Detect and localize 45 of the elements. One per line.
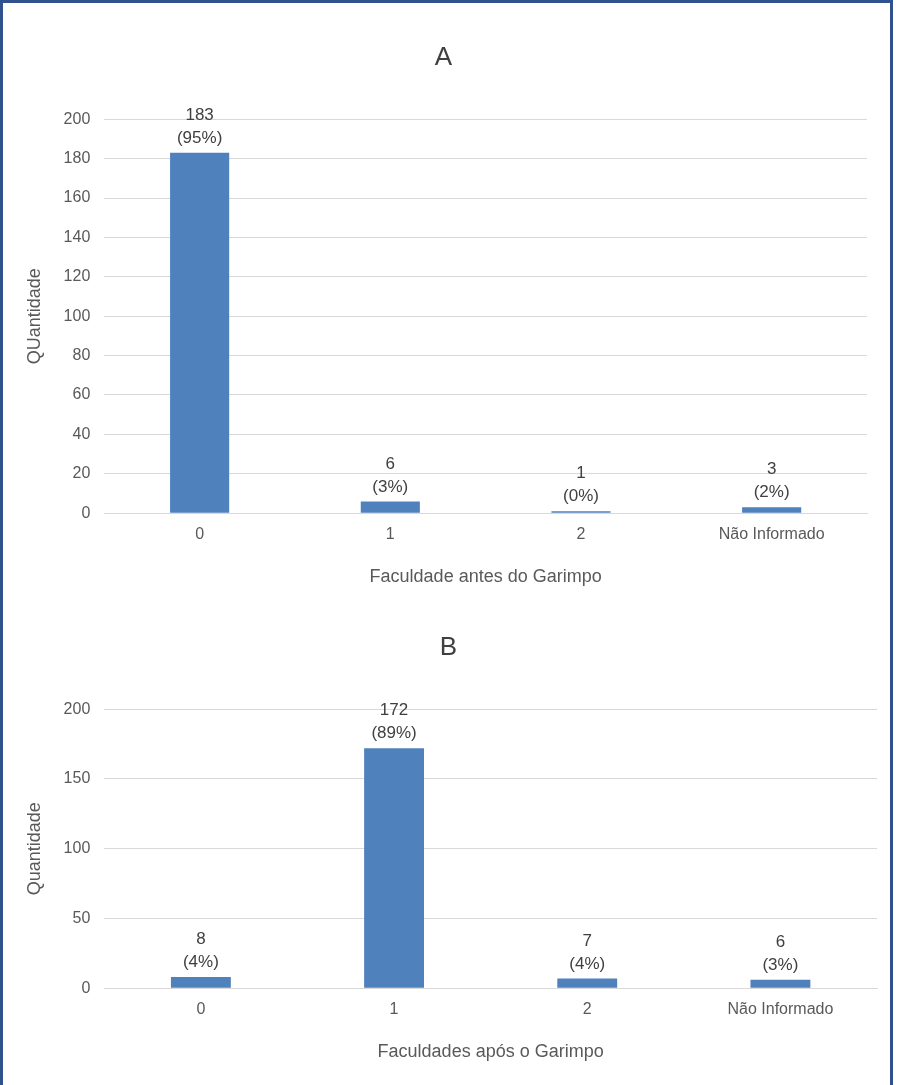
x-axis-title: Faculdades após o Garimpo bbox=[377, 1041, 604, 1062]
bar bbox=[170, 977, 231, 988]
x-tick-label: 0 bbox=[196, 1000, 206, 1018]
y-tick-label: 180 bbox=[63, 149, 91, 167]
y-tick-label: 200 bbox=[63, 109, 91, 127]
x-tick-label: Não Informado bbox=[727, 1000, 834, 1018]
y-tick-label: 80 bbox=[72, 346, 91, 364]
bar bbox=[360, 501, 420, 513]
y-tick-label: 20 bbox=[72, 464, 91, 482]
y-tick-label: 50 bbox=[72, 908, 91, 926]
y-tick-label: 60 bbox=[72, 385, 91, 403]
data-label: 6 (3%) bbox=[372, 453, 409, 496]
x-tick-label: 2 bbox=[576, 525, 586, 543]
data-label: 172 (89%) bbox=[371, 700, 417, 743]
y-tick-label: 0 bbox=[81, 978, 91, 996]
y-tick-label: 0 bbox=[81, 503, 91, 521]
y-tick-label: 100 bbox=[63, 839, 91, 857]
data-label: 6 (3%) bbox=[762, 932, 799, 975]
y-tick-label: 100 bbox=[63, 306, 91, 324]
bar bbox=[750, 979, 811, 988]
data-label: 7 (4%) bbox=[569, 930, 606, 973]
data-label: 3 (2%) bbox=[753, 459, 790, 502]
y-tick-label: 150 bbox=[63, 769, 91, 787]
y-tick-label: 120 bbox=[63, 267, 91, 285]
x-tick-label: 1 bbox=[389, 1000, 399, 1018]
bar bbox=[742, 507, 802, 513]
bar bbox=[557, 978, 618, 988]
x-tick-label: 1 bbox=[385, 525, 395, 543]
bar bbox=[364, 748, 424, 988]
x-tick-label: 0 bbox=[195, 525, 205, 543]
y-tick-label: 40 bbox=[72, 424, 91, 442]
y-tick-label: 200 bbox=[63, 699, 91, 717]
chart-title: B bbox=[439, 630, 458, 661]
y-axis-title: Quantidade bbox=[23, 802, 44, 896]
chart-title: A bbox=[434, 40, 453, 71]
data-label: 1 (0%) bbox=[563, 463, 599, 506]
y-tick-label: 140 bbox=[63, 227, 91, 245]
data-label: 8 (4%) bbox=[182, 929, 219, 972]
y-axis-title: QUantidade bbox=[23, 268, 44, 365]
y-tick-label: 160 bbox=[63, 188, 91, 206]
x-tick-label: 2 bbox=[582, 1000, 592, 1018]
bar bbox=[170, 152, 230, 513]
x-axis-title: Faculdade antes do Garimpo bbox=[369, 566, 602, 587]
x-tick-label: Não Informado bbox=[718, 525, 825, 543]
data-label: 183 (95%) bbox=[176, 104, 223, 147]
